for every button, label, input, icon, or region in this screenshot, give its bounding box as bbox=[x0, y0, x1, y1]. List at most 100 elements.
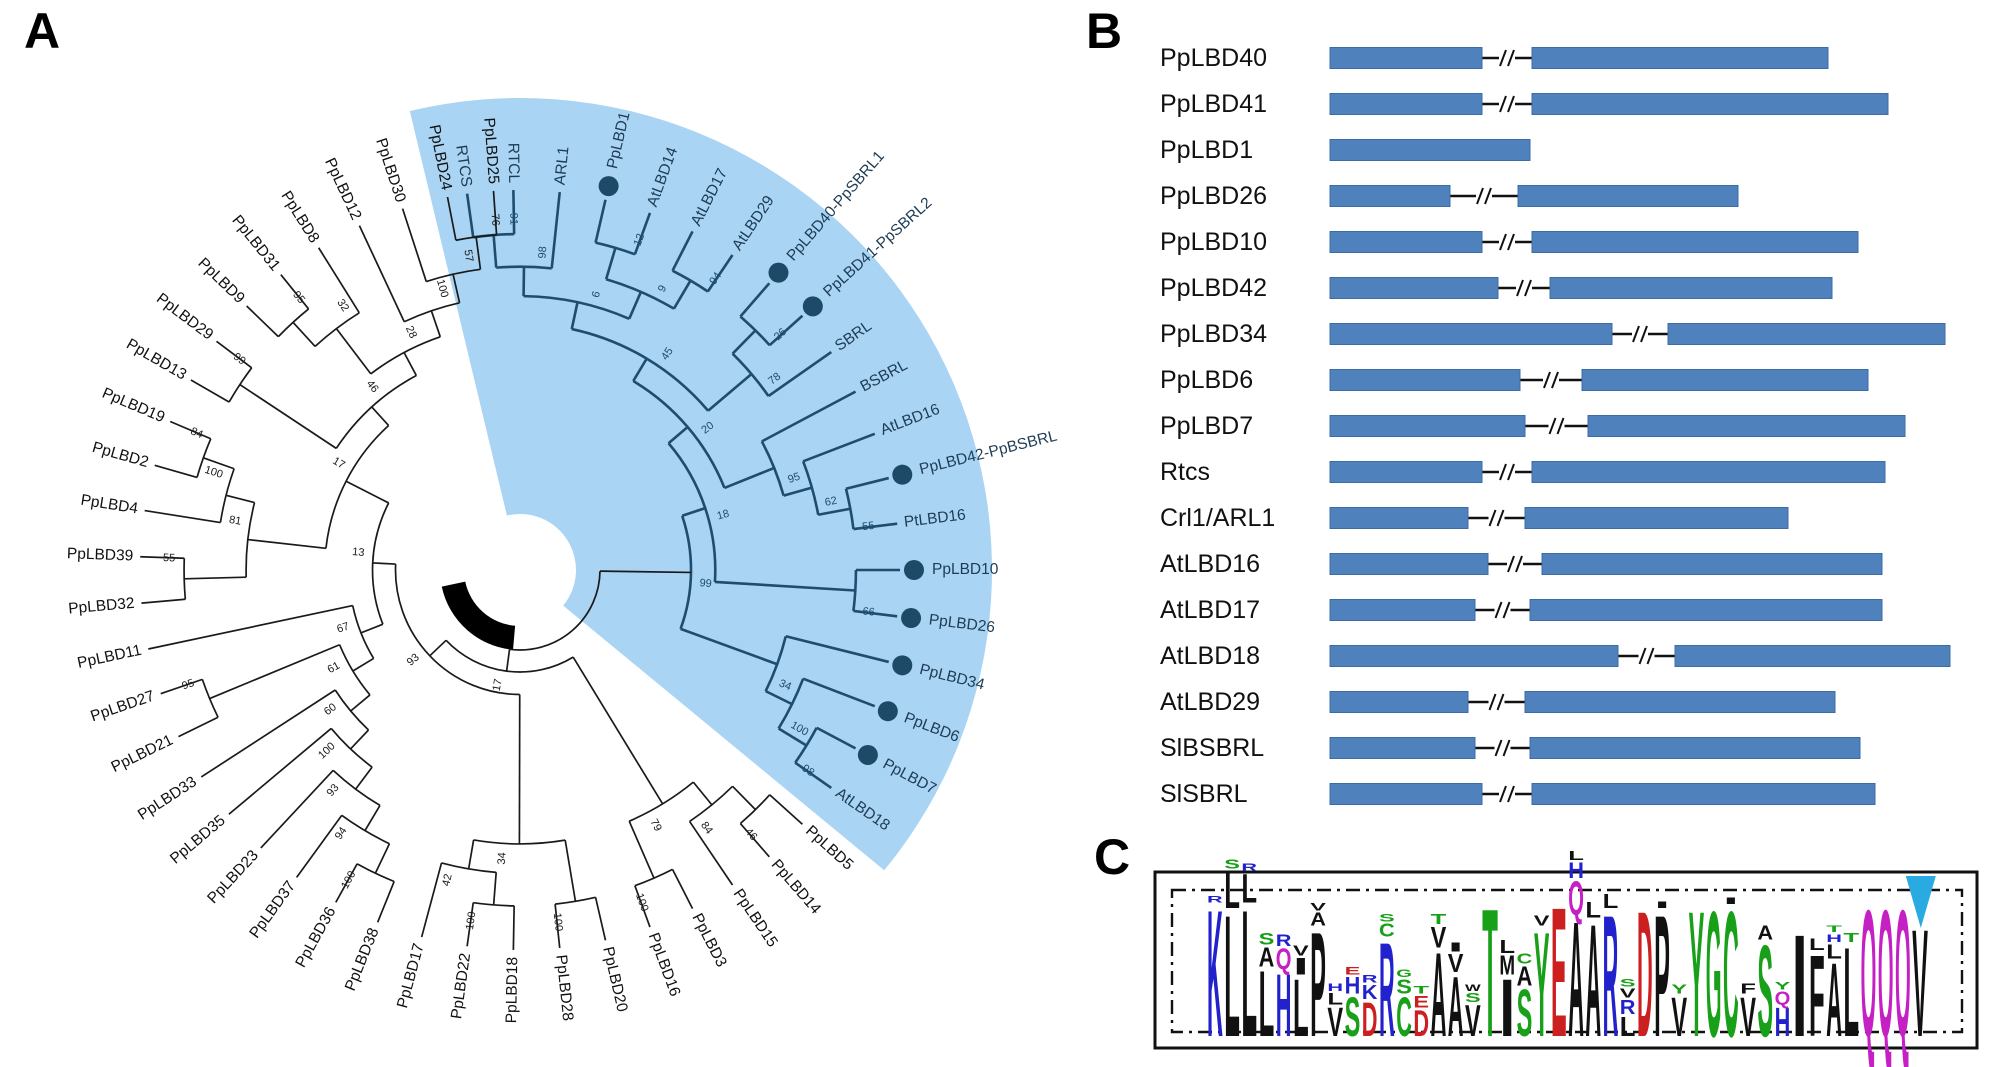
tree-branch bbox=[739, 822, 770, 858]
tree-leaf-label: PpLBD36 bbox=[292, 904, 339, 970]
intron-break-mask bbox=[1499, 463, 1515, 481]
tree-branch bbox=[723, 466, 775, 490]
tree-leaf-label: RTCL bbox=[504, 143, 522, 184]
exon-bar bbox=[1674, 645, 1951, 667]
logo-letter: I bbox=[1723, 896, 1739, 906]
intron-break-slash bbox=[1488, 509, 1497, 527]
bootstrap-value: 79 bbox=[647, 817, 663, 833]
gene-name-label: AtLBD17 bbox=[1160, 596, 1260, 624]
logo-letter: D bbox=[1637, 874, 1653, 1067]
intron-break-mask bbox=[1638, 647, 1655, 665]
logo-letter: H bbox=[1775, 999, 1791, 1045]
tree-branch bbox=[184, 576, 247, 580]
tree-leaf-label: PpLBD2 bbox=[90, 439, 150, 471]
gene-name-label: PpLBD40 bbox=[1160, 44, 1267, 72]
gene-name-label: AtLBD16 bbox=[1160, 550, 1260, 578]
tree-leaf-label: PpLBD10 bbox=[932, 561, 999, 578]
marked-gene-dot bbox=[877, 701, 898, 722]
tree-leaf-label: PpLBD29 bbox=[153, 290, 216, 344]
tree-branch bbox=[169, 420, 212, 440]
exon-bar bbox=[1531, 461, 1886, 483]
logo-letter: V bbox=[1310, 901, 1326, 913]
tree-branch bbox=[604, 247, 617, 280]
intron-break-slash bbox=[1646, 647, 1655, 665]
exon-bar bbox=[1531, 783, 1876, 805]
exon-bar bbox=[1329, 323, 1613, 345]
intron-break-mask bbox=[1494, 601, 1511, 619]
tree-branch bbox=[335, 328, 372, 375]
gene-name-label: PpLBD7 bbox=[1160, 412, 1253, 440]
logo-letter: Q bbox=[1895, 873, 1911, 1067]
tree-branch-arc bbox=[632, 379, 726, 489]
tree-branch bbox=[260, 769, 334, 849]
panel-a-label: A bbox=[24, 3, 61, 59]
tree-branch bbox=[200, 689, 336, 778]
intron-break-slash bbox=[1507, 555, 1515, 573]
tree-branch bbox=[203, 457, 235, 470]
exon-bar bbox=[1529, 599, 1883, 621]
tree-branch bbox=[802, 432, 876, 463]
logo-letter: P bbox=[1654, 880, 1670, 1067]
intron-break-slash bbox=[1494, 739, 1503, 757]
tree-branch bbox=[376, 881, 395, 923]
logo-letter: L bbox=[1224, 880, 1240, 1067]
tree-branch bbox=[317, 247, 360, 314]
logo-letter: T bbox=[1413, 984, 1429, 996]
tree-branch bbox=[767, 350, 833, 398]
tree-leaf-label: PpLBD38 bbox=[342, 925, 383, 993]
exon-bar bbox=[1329, 277, 1499, 299]
tree-branch-arc bbox=[351, 605, 375, 659]
bootstrap-value: 78 bbox=[766, 370, 783, 387]
gene-name-label: AtLBD29 bbox=[1160, 688, 1260, 716]
tree-branch bbox=[628, 291, 643, 320]
logo-letter: H bbox=[1826, 932, 1842, 944]
tree-branch bbox=[628, 820, 655, 879]
exon-bar bbox=[1329, 553, 1489, 575]
exon-bar bbox=[1329, 185, 1451, 207]
tree-leaf-label: PpLBD12 bbox=[321, 155, 364, 222]
tree-branch bbox=[761, 390, 857, 443]
tree-branch bbox=[354, 766, 373, 790]
bootstrap-value: 55 bbox=[163, 552, 176, 564]
intron-break-slash bbox=[1556, 417, 1565, 435]
tree-branch bbox=[430, 310, 442, 338]
marked-gene-dot bbox=[802, 296, 823, 317]
intron-break-mask bbox=[1499, 49, 1515, 67]
tree-branch bbox=[554, 904, 561, 949]
tree-branch bbox=[247, 538, 327, 550]
bootstrap-value: 46 bbox=[364, 378, 381, 395]
intron-break-mask bbox=[1499, 233, 1515, 251]
tree-leaf-label: PpLBD18 bbox=[503, 957, 521, 1024]
logo-letter: D bbox=[1413, 1002, 1429, 1044]
tree-branch bbox=[350, 694, 371, 712]
exon-bar bbox=[1329, 507, 1469, 529]
tree-branch bbox=[845, 476, 890, 490]
tree-branch bbox=[512, 905, 515, 950]
tree-branch bbox=[794, 761, 833, 790]
tree-branch bbox=[349, 729, 370, 750]
tree-leaf-label: PpLBD23 bbox=[204, 847, 262, 907]
exon-bar bbox=[1529, 737, 1861, 759]
tree-leaf-label: PpLBD25 bbox=[480, 117, 502, 184]
logo-letter: A bbox=[1757, 921, 1773, 944]
logo-letter: Y bbox=[1775, 980, 1791, 992]
logo-letter: E bbox=[1345, 965, 1361, 977]
tree-branch bbox=[446, 196, 457, 241]
tree-leaf-label: PpLBD37 bbox=[246, 878, 299, 942]
logo-letter: S bbox=[1465, 990, 1481, 1005]
intron-break-slash bbox=[1507, 49, 1515, 67]
tree-branch bbox=[144, 509, 221, 524]
bootstrap-value: 100 bbox=[464, 911, 478, 931]
bootstrap-value: 13 bbox=[352, 546, 365, 559]
logo-outer-border bbox=[1153, 870, 1979, 1050]
intron-break-slash bbox=[1499, 463, 1507, 481]
exon-bar bbox=[1581, 369, 1869, 391]
tree-branch bbox=[853, 609, 898, 618]
logo-letter: R bbox=[1379, 916, 1395, 1066]
tree-branch bbox=[853, 522, 898, 531]
intron-break-slash bbox=[1524, 279, 1532, 297]
gene-name-label: AtLBD18 bbox=[1160, 642, 1260, 670]
highlighted-clade-sector bbox=[409, 97, 992, 871]
logo-letter: R bbox=[1207, 894, 1223, 904]
